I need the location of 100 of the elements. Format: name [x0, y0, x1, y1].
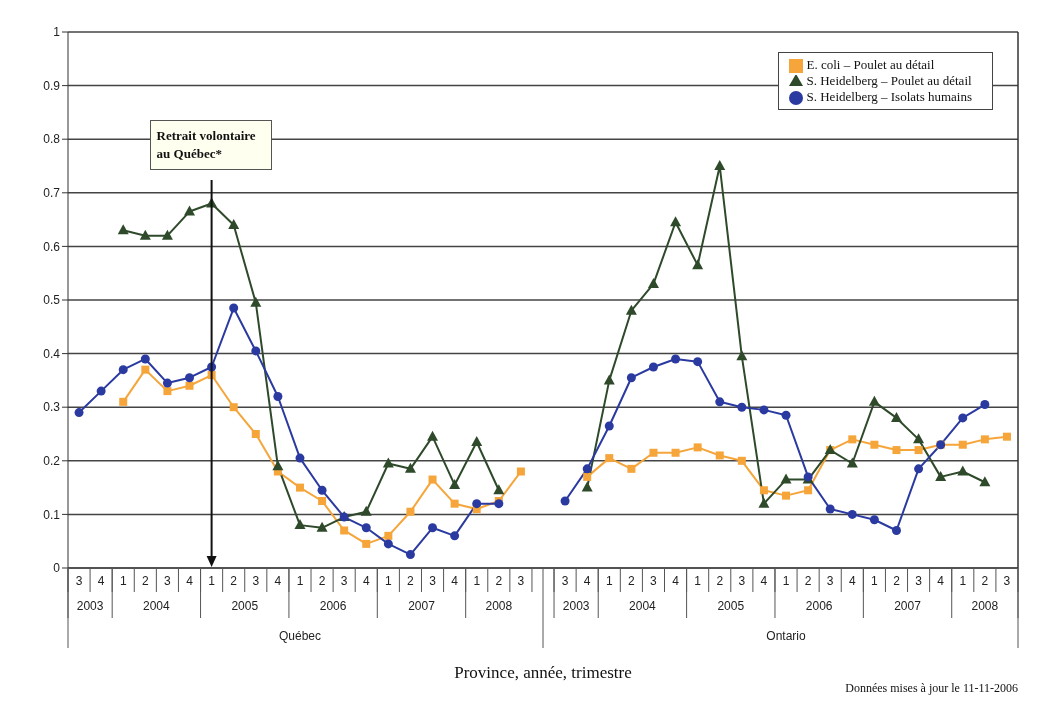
x-tick-label: 2	[407, 573, 415, 588]
point	[626, 373, 636, 383]
x-tick-label: 1	[959, 573, 967, 588]
point	[913, 433, 925, 444]
point	[781, 410, 791, 420]
point	[693, 443, 702, 452]
point	[715, 451, 724, 460]
y-tick-label: 0.4	[43, 346, 61, 361]
y-tick-label: 0.6	[43, 239, 61, 254]
y-tick-label: 0.8	[43, 132, 61, 147]
x-tick-label: 3	[517, 573, 525, 588]
x-tick-label: 4	[583, 573, 591, 588]
x-tick-label: 4	[451, 573, 459, 588]
point	[250, 296, 262, 307]
x-tick-label: 4	[672, 573, 680, 588]
x-tick-label: 1	[473, 573, 481, 588]
text: 2007	[894, 599, 922, 613]
point	[958, 413, 968, 423]
point	[251, 346, 261, 356]
point	[581, 481, 593, 492]
point	[647, 277, 659, 288]
x-tick-label: 4	[362, 573, 370, 588]
y-tick-label: 1	[53, 25, 61, 40]
point	[316, 521, 328, 532]
point	[295, 483, 304, 492]
point	[449, 478, 461, 489]
legend-label: S. Heidelberg – Isolats humains	[806, 89, 972, 105]
x-tick-label: 4	[274, 573, 282, 588]
point	[758, 497, 770, 508]
x-tick-label: 3	[75, 573, 83, 588]
point	[404, 462, 416, 473]
x-tick-label: 4	[848, 573, 856, 588]
y-tick-label: 0.9	[43, 78, 61, 93]
x-tick-label: 1	[782, 573, 790, 588]
point	[892, 446, 901, 455]
x-tick-label: 3	[429, 573, 437, 588]
point	[715, 397, 725, 407]
point	[890, 411, 902, 422]
point	[627, 464, 636, 473]
x-tick-label: 3	[340, 573, 348, 588]
text: 2004	[629, 599, 657, 613]
x-tick-label: 2	[230, 573, 238, 588]
text: 2005	[717, 599, 745, 613]
text: 2007	[408, 599, 436, 613]
x-tick-label: 1	[605, 573, 613, 588]
x-tick-label: 3	[738, 573, 746, 588]
y-tick-label: 0.2	[43, 454, 61, 469]
text: 2003	[562, 599, 590, 613]
point	[318, 497, 327, 505]
text: Québec	[278, 629, 321, 643]
point	[74, 408, 84, 418]
text: 2003	[76, 599, 104, 613]
y-tick-label: 0.3	[43, 400, 61, 415]
point	[272, 460, 284, 471]
point	[229, 303, 239, 313]
point	[671, 354, 681, 364]
point	[648, 362, 658, 372]
point	[979, 476, 991, 487]
x-tick-label: 1	[208, 573, 216, 588]
point	[692, 259, 704, 270]
point	[583, 472, 592, 481]
x-tick-label: 2	[495, 573, 503, 588]
point	[450, 531, 460, 541]
point	[891, 525, 901, 535]
point	[560, 496, 570, 506]
point	[117, 224, 129, 235]
x-tick-label: 4	[760, 573, 768, 588]
point	[693, 357, 703, 367]
x-tick-label: 2	[318, 573, 326, 588]
point	[228, 218, 240, 229]
y-tick-label: 0.1	[43, 507, 61, 522]
point	[958, 440, 967, 449]
x-tick-label: 3	[164, 573, 172, 588]
point	[362, 539, 371, 548]
point	[360, 505, 372, 516]
x-tick-label: 1	[119, 573, 127, 588]
point	[780, 473, 792, 484]
point	[317, 485, 327, 495]
x-tick-label: 4	[937, 573, 945, 588]
y-tick-label: 0	[53, 561, 61, 576]
point	[804, 486, 813, 495]
point	[161, 229, 173, 240]
point	[604, 421, 614, 431]
point	[384, 531, 393, 540]
x-tick-label: 3	[561, 573, 569, 588]
point	[295, 453, 305, 463]
x-tick-label: 1	[296, 573, 304, 588]
point	[96, 386, 106, 396]
text: 2008	[971, 599, 999, 613]
point	[625, 304, 637, 315]
point	[472, 499, 482, 509]
point	[737, 402, 747, 412]
point	[340, 526, 349, 535]
text: 2006	[319, 599, 347, 613]
text: 2008	[485, 599, 513, 613]
point	[782, 491, 791, 500]
point	[825, 504, 835, 514]
point	[140, 354, 150, 364]
point	[406, 507, 415, 516]
x-tick-label: 2	[981, 573, 989, 588]
